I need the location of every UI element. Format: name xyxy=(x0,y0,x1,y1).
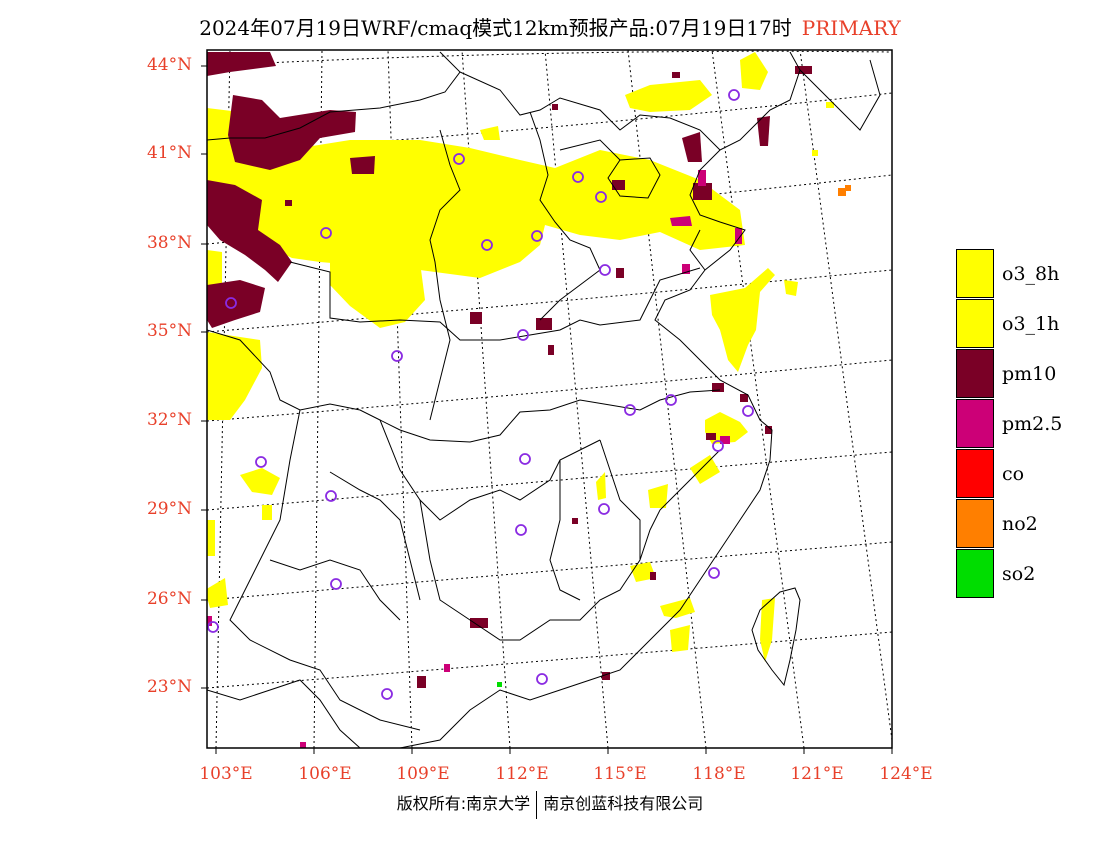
legend-item-co: co xyxy=(956,449,1096,499)
lon-label-109: 109°E xyxy=(396,764,450,784)
station-marker xyxy=(712,440,724,452)
legend-item-o3-1h: o3_1h xyxy=(956,299,1096,349)
station-marker xyxy=(330,578,342,590)
gridline-lon-124 xyxy=(799,50,892,741)
gridline-lon-121 xyxy=(711,50,805,748)
gridline-lon-109 xyxy=(387,50,413,748)
gridline-lon-115 xyxy=(544,50,609,748)
station-marker xyxy=(225,297,237,309)
gridline-lat-23 xyxy=(207,631,892,689)
lat-label-26: 26°N xyxy=(146,589,192,609)
lon-label-124: 124°E xyxy=(879,764,933,784)
station-marker xyxy=(728,89,740,101)
station-marker xyxy=(536,673,548,685)
station-marker xyxy=(207,621,219,633)
copyright-footer: 版权所有:南京大学 南京创蓝科技有限公司 xyxy=(0,790,1100,819)
station-marker xyxy=(517,329,529,341)
station-markers xyxy=(207,89,754,700)
legend-label: pm10 xyxy=(1002,363,1057,385)
boundary-lines xyxy=(207,51,881,748)
gridline-lon-112 xyxy=(461,50,511,748)
copyright-right: 南京创蓝科技有限公司 xyxy=(543,794,704,813)
station-marker xyxy=(519,453,531,465)
legend-label: o3_8h xyxy=(1002,263,1060,285)
map-frame xyxy=(206,49,893,749)
gridline-lat-26 xyxy=(207,541,892,601)
station-marker xyxy=(598,503,610,515)
station-marker xyxy=(595,191,607,203)
gridline-lat-44 xyxy=(207,50,892,67)
station-marker xyxy=(481,239,493,251)
legend-item-pm25: pm2.5 xyxy=(956,399,1096,449)
lat-label-44: 44°N xyxy=(146,55,192,75)
station-marker xyxy=(381,688,393,700)
legend-swatch xyxy=(956,449,994,498)
gridline-lat-32 xyxy=(207,359,892,422)
legend-item-o3-8h: o3_8h xyxy=(956,249,1096,299)
lon-label-112: 112°E xyxy=(495,764,549,784)
station-marker xyxy=(624,404,636,416)
legend-swatch xyxy=(956,349,994,398)
map-title: 2024年07月19日WRF/cmaq模式12km预报产品:07月19日17时 P… xyxy=(0,12,1100,41)
station-marker xyxy=(572,171,584,183)
lat-label-32: 32°N xyxy=(146,410,192,430)
lat-label-41: 41°N xyxy=(146,143,192,163)
pm10-field xyxy=(207,52,812,688)
station-marker xyxy=(320,227,332,239)
gridline-lat-29 xyxy=(207,451,892,511)
lat-label-23: 23°N xyxy=(146,677,192,697)
legend-item-pm10: pm10 xyxy=(956,349,1096,399)
lon-label-103: 103°E xyxy=(199,764,253,784)
lat-label-35: 35°N xyxy=(146,321,192,341)
station-marker xyxy=(708,567,720,579)
primary-tag: PRIMARY xyxy=(801,16,901,40)
no2-cell xyxy=(838,188,846,196)
lat-label-38: 38°N xyxy=(146,233,192,253)
o3-field xyxy=(207,52,834,662)
legend-swatch xyxy=(956,249,994,298)
station-marker xyxy=(742,405,754,417)
axis-ticks xyxy=(201,65,893,754)
station-marker xyxy=(665,394,677,406)
so2-cell xyxy=(497,682,502,687)
copyright-left: 版权所有:南京大学 xyxy=(396,794,531,813)
title-text: 2024年07月19日WRF/cmaq模式12km预报产品:07月19日17时 xyxy=(199,16,792,40)
legend-swatch xyxy=(956,399,994,448)
pm25-field xyxy=(207,170,742,748)
station-marker xyxy=(599,264,611,276)
legend-swatch xyxy=(956,549,994,598)
legend-label: so2 xyxy=(1002,563,1036,585)
station-marker xyxy=(391,350,403,362)
legend-label: pm2.5 xyxy=(1002,413,1063,435)
legend-label: o3_1h xyxy=(1002,313,1060,335)
lon-label-118: 118°E xyxy=(692,764,746,784)
legend-swatch xyxy=(956,499,994,548)
station-marker xyxy=(531,230,543,242)
lat-label-29: 29°N xyxy=(146,499,192,519)
footer-divider xyxy=(536,790,538,819)
station-marker xyxy=(325,490,337,502)
legend-item-so2: so2 xyxy=(956,549,1096,599)
lon-label-106: 106°E xyxy=(298,764,352,784)
lon-label-115: 115°E xyxy=(593,764,647,784)
lon-label-121: 121°E xyxy=(790,764,844,784)
no2-cell xyxy=(845,185,851,191)
legend-label: no2 xyxy=(1002,513,1038,535)
legend-label: co xyxy=(1002,463,1025,485)
station-marker xyxy=(255,456,267,468)
legend-item-no2: no2 xyxy=(956,499,1096,549)
station-marker xyxy=(453,153,465,165)
latitude-gridlines xyxy=(207,50,892,689)
station-marker xyxy=(515,524,527,536)
legend-swatch xyxy=(956,299,994,348)
